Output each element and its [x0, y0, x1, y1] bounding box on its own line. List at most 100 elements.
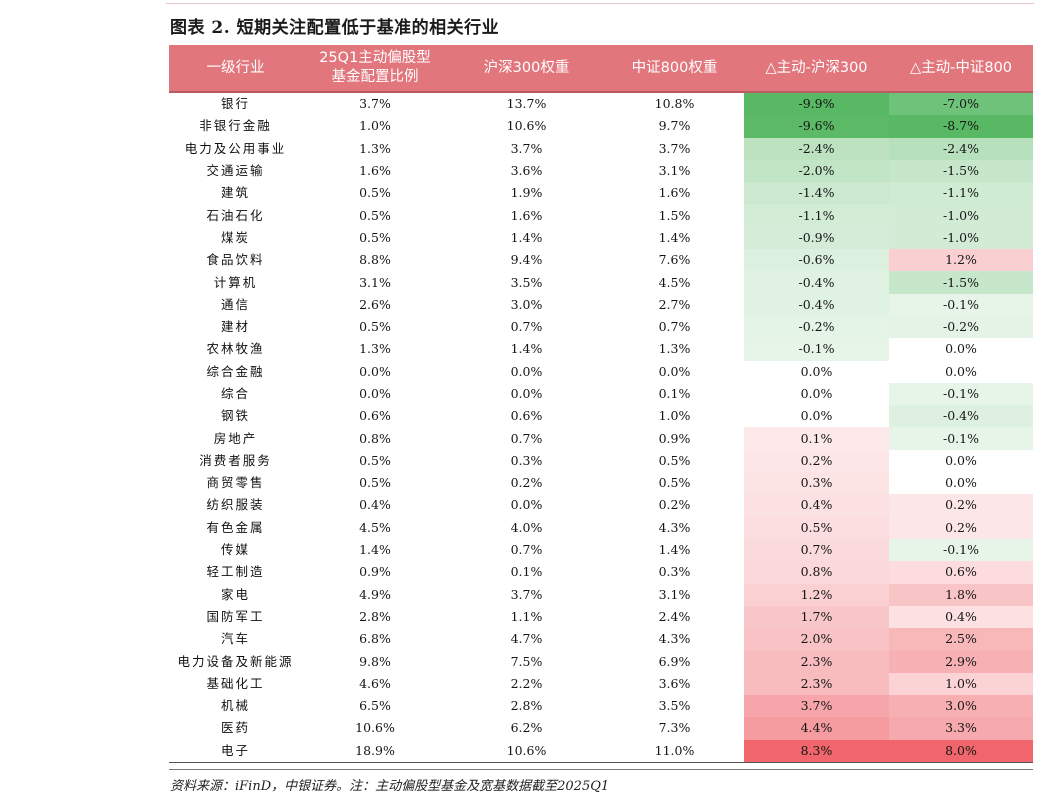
table-row: 农林牧渔 1.3% 1.4% 1.3% -0.1% 0.0% [169, 338, 1033, 361]
cell-zz800-weight: 7.3% [658, 720, 691, 736]
cell-diff-zz800: 2.5% [889, 628, 1033, 651]
cell-industry: 非银行金融 [199, 118, 272, 134]
table-row: 家电 4.9% 3.7% 3.1% 1.2% 1.8% [169, 583, 1033, 606]
cell-diff-zz800: 0.0% [889, 338, 1033, 361]
cell-active-allocation: 4.9% [359, 586, 391, 602]
cell-diff-zz800: 8.0% [889, 739, 1033, 763]
cell-active-allocation: 6.5% [359, 698, 391, 714]
cell-zz800-weight: 1.4% [658, 542, 691, 558]
cell-zz800-weight: 10.8% [654, 96, 695, 112]
cell-hs300-weight: 7.5% [510, 653, 543, 669]
cell-industry: 综合金融 [206, 363, 265, 379]
cell-industry: 医药 [220, 720, 250, 736]
cell-hs300-weight: 0.7% [510, 319, 543, 335]
table-row: 基础化工 4.6% 2.2% 3.6% 2.3% 1.0% [169, 672, 1033, 696]
cell-diff-zz800: 0.2% [889, 494, 1033, 517]
table-row: 商贸零售 0.5% 0.2% 0.5% 0.3% 0.0% [169, 472, 1033, 495]
header-hs300-weight: 沪深300权重 [448, 45, 605, 93]
header-industry: 一级行业 [169, 45, 302, 93]
cell-industry: 汽车 [220, 631, 250, 647]
cell-active-allocation: 0.9% [359, 564, 391, 580]
cell-hs300-weight: 4.7% [510, 631, 543, 647]
cell-diff-hs300: 8.3% [744, 739, 889, 763]
cell-zz800-weight: 3.7% [658, 140, 691, 156]
cell-active-allocation: 4.6% [359, 675, 391, 691]
cell-active-allocation: 0.0% [359, 363, 391, 379]
cell-diff-zz800: 3.0% [889, 695, 1033, 718]
cell-diff-hs300: -9.6% [744, 115, 889, 138]
header-text: 基金配置比例 [331, 69, 419, 85]
cell-diff-hs300: -0.6% [744, 249, 889, 272]
cell-industry: 电力及公用事业 [184, 140, 287, 156]
cell-zz800-weight: 0.3% [658, 564, 691, 580]
cell-diff-zz800: -1.0% [889, 226, 1033, 250]
cell-industry: 国防军工 [206, 608, 265, 624]
cell-hs300-weight: 0.1% [510, 564, 543, 580]
cell-active-allocation: 0.5% [359, 207, 391, 223]
cell-hs300-weight: 3.0% [510, 296, 543, 312]
cell-diff-zz800: -1.5% [889, 271, 1033, 294]
cell-hs300-weight: 10.6% [506, 118, 547, 134]
table-row: 钢铁 0.6% 0.6% 1.0% 0.0% -0.4% [169, 405, 1033, 428]
cell-hs300-weight: 0.3% [510, 452, 543, 468]
cell-hs300-weight: 1.4% [510, 229, 543, 245]
cell-hs300-weight: 0.0% [510, 497, 543, 513]
table-row: 银行 3.7% 13.7% 10.8% -9.9% -7.0% [169, 92, 1033, 116]
cell-industry: 商贸零售 [206, 475, 265, 491]
cell-active-allocation: 1.6% [359, 163, 391, 179]
header-text: 中证800权重 [631, 59, 718, 76]
cell-active-allocation: 1.0% [359, 118, 391, 134]
cell-hs300-weight: 13.7% [506, 96, 547, 112]
cell-hs300-weight: 3.5% [510, 274, 543, 290]
cell-zz800-weight: 1.5% [658, 207, 691, 223]
cell-hs300-weight: 6.2% [510, 720, 543, 736]
cell-zz800-weight: 0.2% [658, 497, 691, 513]
cell-diff-zz800: -0.2% [889, 315, 1033, 339]
cell-industry: 家电 [220, 586, 250, 602]
cell-zz800-weight: 3.5% [658, 698, 691, 714]
cell-diff-hs300: 0.1% [744, 427, 889, 450]
table-row: 国防军工 2.8% 1.1% 2.4% 1.7% 0.4% [169, 605, 1033, 629]
cell-zz800-weight: 0.1% [658, 386, 691, 401]
cell-hs300-weight: 3.6% [510, 163, 543, 179]
cell-industry: 传媒 [220, 542, 250, 558]
cell-active-allocation: 1.4% [359, 542, 391, 558]
cell-diff-zz800: 0.4% [889, 605, 1033, 629]
cell-diff-zz800: -0.1% [889, 538, 1033, 562]
cell-diff-hs300: 3.7% [744, 695, 889, 718]
cell-industry: 建材 [220, 319, 250, 335]
cell-hs300-weight: 0.0% [510, 363, 543, 379]
cell-industry: 轻工制造 [206, 564, 265, 580]
cell-active-allocation: 0.4% [359, 497, 391, 513]
table-row: 食品饮料 8.8% 9.4% 7.6% -0.6% 1.2% [169, 249, 1033, 272]
cell-active-allocation: 10.6% [355, 720, 395, 736]
cell-zz800-weight: 0.7% [658, 319, 691, 335]
cell-industry: 电力设备及新能源 [177, 653, 294, 669]
table-row: 医药 10.6% 6.2% 7.3% 4.4% 3.3% [169, 717, 1033, 740]
table-row: 通信 2.6% 3.0% 2.7% -0.4% -0.1% [169, 293, 1033, 316]
cell-hs300-weight: 1.4% [510, 341, 543, 357]
cell-active-allocation: 9.8% [359, 653, 391, 669]
header-text: △主动-中证800 [909, 59, 1013, 76]
cell-industry: 综合 [220, 386, 250, 401]
table-row: 建材 0.5% 0.7% 0.7% -0.2% -0.2% [169, 315, 1033, 339]
cell-industry: 煤炭 [220, 229, 250, 245]
cell-industry: 钢铁 [220, 408, 250, 424]
cell-hs300-weight: 1.9% [510, 185, 543, 201]
cell-active-allocation: 0.5% [359, 185, 391, 201]
cell-hs300-weight: 1.6% [510, 207, 543, 223]
cell-diff-zz800: 2.9% [889, 650, 1033, 673]
cell-hs300-weight: 1.1% [510, 608, 543, 624]
page-title: 图表 2. 短期关注配置低于基准的相关行业 [170, 18, 500, 38]
header-zz800-weight: 中证800权重 [605, 45, 744, 93]
cell-zz800-weight: 2.7% [658, 296, 691, 312]
cell-diff-zz800: -2.4% [889, 137, 1033, 160]
cell-diff-zz800: -1.0% [889, 204, 1033, 227]
cell-industry: 交通运输 [206, 163, 265, 179]
cell-active-allocation: 3.1% [359, 274, 391, 290]
cell-zz800-weight: 1.0% [658, 408, 691, 424]
cell-hs300-weight: 9.4% [510, 252, 543, 268]
cell-industry: 石油石化 [206, 207, 265, 223]
cell-active-allocation: 0.6% [359, 408, 391, 424]
cell-diff-hs300: -0.9% [744, 226, 889, 250]
